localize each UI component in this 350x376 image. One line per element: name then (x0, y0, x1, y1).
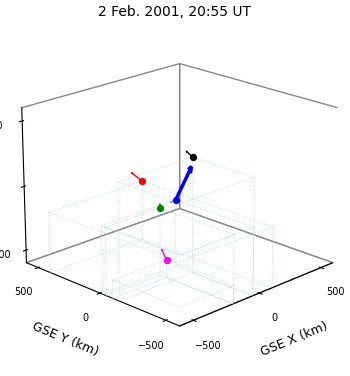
X-axis label: GSE X (km): GSE X (km) (259, 320, 330, 359)
Y-axis label: GSE Y (km): GSE Y (km) (30, 320, 100, 359)
Title: 2 Feb. 2001, 20:55 UT: 2 Feb. 2001, 20:55 UT (98, 5, 252, 19)
